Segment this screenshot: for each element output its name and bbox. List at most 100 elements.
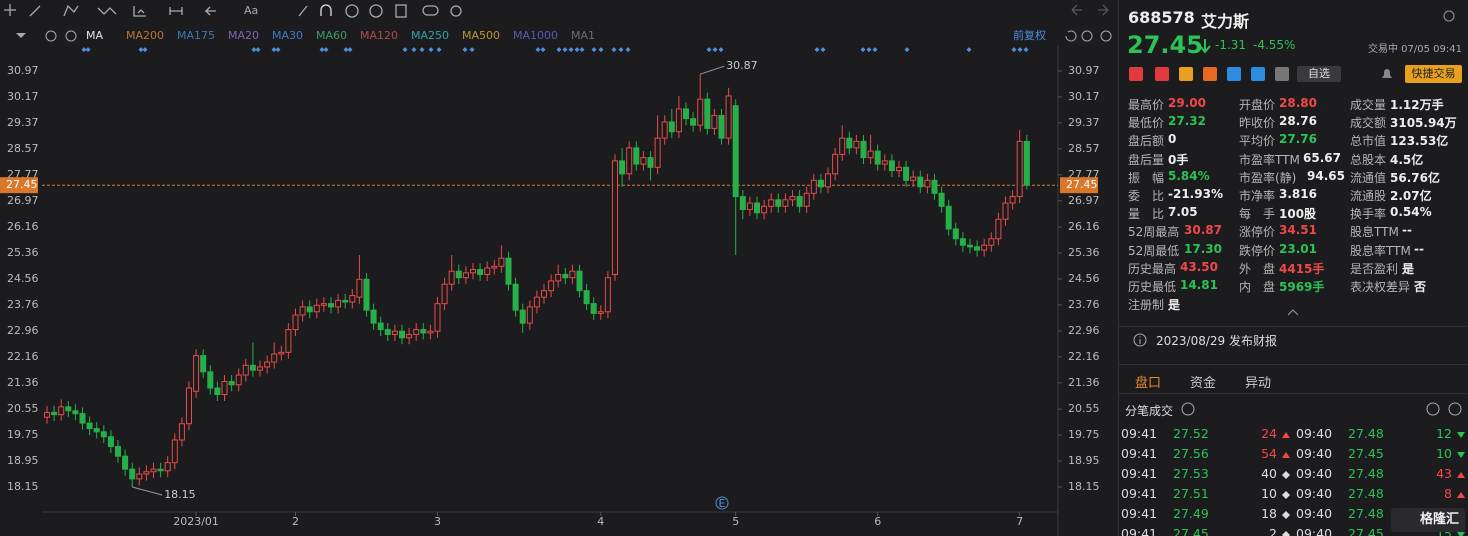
candle-body xyxy=(796,196,803,207)
y-tick-label: 24.56 xyxy=(7,272,39,285)
delete-tool[interactable] xyxy=(395,4,407,18)
candle-body xyxy=(683,108,689,120)
lock-tool[interactable] xyxy=(345,4,359,18)
event-marker xyxy=(860,47,866,53)
settings-tool[interactable] xyxy=(450,5,462,17)
candle-body xyxy=(583,290,590,305)
stat-value: 100股 xyxy=(1279,207,1317,222)
crosshair-tool[interactable] xyxy=(4,4,16,16)
event-marker xyxy=(411,47,417,53)
candle-body xyxy=(952,228,959,240)
trade-marker xyxy=(1282,531,1290,536)
event-marker xyxy=(718,47,724,53)
y-tick-label-right: 26.16 xyxy=(1068,220,1100,233)
settings-icon[interactable] xyxy=(1442,9,1456,23)
candle-body xyxy=(959,238,966,246)
alert-icon[interactable] xyxy=(1379,66,1395,82)
event-icon[interactable] xyxy=(715,496,729,510)
toggle-tool[interactable] xyxy=(422,5,439,16)
trade-time: 09:40 xyxy=(1296,466,1333,481)
quick-trade-button[interactable]: 快捷交易 xyxy=(1405,65,1462,83)
stat-label: 总市值 xyxy=(1350,134,1387,149)
collapse-stats[interactable] xyxy=(1287,308,1299,318)
measure-tool[interactable] xyxy=(169,7,183,15)
stat-value: -- xyxy=(1414,241,1424,256)
trade-volume: 54 xyxy=(1261,446,1277,461)
event-marker xyxy=(625,47,631,53)
collapse[interactable] xyxy=(16,33,26,38)
candle-body xyxy=(839,137,846,155)
candle-body xyxy=(931,179,938,194)
candle-body xyxy=(562,273,569,279)
trade-time: 09:41 xyxy=(1121,486,1158,501)
candle-body xyxy=(704,98,711,129)
trade-marker-shape xyxy=(1282,432,1290,438)
magnet-tool[interactable] xyxy=(320,4,332,16)
tab[interactable]: 资金 xyxy=(1190,376,1217,391)
zoom-in[interactable] xyxy=(1100,30,1112,42)
candle-body xyxy=(186,387,192,425)
back-tool[interactable] xyxy=(204,6,216,16)
trade-marker xyxy=(1282,511,1290,519)
stat-value: 123.53亿 xyxy=(1390,134,1449,149)
pen-tool[interactable] xyxy=(298,5,308,17)
stat-label: 52周最低 xyxy=(1128,243,1180,258)
candle-body xyxy=(65,406,72,412)
candle-body xyxy=(739,196,746,211)
ma-settings[interactable] xyxy=(45,30,57,42)
y-tick-label-right: 25.36 xyxy=(1068,246,1100,259)
candle-body xyxy=(512,283,519,311)
candle-body xyxy=(661,121,668,139)
line-tool[interactable] xyxy=(29,5,41,17)
event-marker xyxy=(814,47,820,53)
candle-body xyxy=(725,95,732,139)
candle-body xyxy=(626,147,633,175)
wave-tool[interactable] xyxy=(97,7,117,15)
chart-tool[interactable] xyxy=(133,6,146,17)
channel-tool[interactable] xyxy=(63,4,79,17)
redo[interactable] xyxy=(1098,4,1109,16)
candle-body xyxy=(107,436,114,447)
trade-price: 27.51 xyxy=(1173,486,1209,501)
candle-body xyxy=(477,269,484,275)
event-marker xyxy=(255,47,261,53)
candle-body xyxy=(93,428,100,433)
tab[interactable]: 异动 xyxy=(1245,376,1272,391)
adjust-mode[interactable]: 前复权 xyxy=(1013,28,1046,42)
ma-close[interactable] xyxy=(65,30,77,42)
event-marker xyxy=(535,47,541,53)
zoom-out[interactable] xyxy=(1081,30,1093,42)
text-tool[interactable]: Aa xyxy=(244,4,258,17)
x-tick-label: 6 xyxy=(874,515,881,528)
reset[interactable] xyxy=(1065,30,1077,42)
candle-body xyxy=(541,290,547,298)
high-leader xyxy=(700,65,725,75)
indicator-label: MA60 xyxy=(316,29,347,42)
hide-tool[interactable] xyxy=(369,4,383,18)
stat-label: 涨停价 xyxy=(1239,225,1276,240)
tab[interactable]: 盘口 xyxy=(1135,376,1162,391)
trade-marker-shape xyxy=(1457,532,1465,536)
candle-body xyxy=(44,411,50,418)
trade-price: 27.45 xyxy=(1348,446,1384,461)
y-tick-label: 28.57 xyxy=(7,142,39,155)
earnings-notice[interactable]: 2023/08/29 发布财报 xyxy=(1156,334,1277,348)
candle-body xyxy=(455,270,462,279)
candle-body xyxy=(242,364,249,376)
undo[interactable] xyxy=(1071,4,1082,16)
current-price-label: 27.45 xyxy=(6,178,38,191)
candle-body xyxy=(967,244,973,248)
event-marker xyxy=(820,47,826,53)
y-tick-label: 18.95 xyxy=(7,454,39,467)
stat-value: 否 xyxy=(1414,280,1427,294)
trade-time: 09:40 xyxy=(1296,426,1333,441)
feature-icons xyxy=(1129,67,1289,81)
candle-body xyxy=(576,270,583,292)
chart: Aa 前复权 E MA MA200 MA175 MA20 MA30 MA60 MA120 MA… xyxy=(0,4,1112,536)
trade-time: 09:41 xyxy=(1121,426,1158,441)
stat-label: 开盘价 xyxy=(1239,98,1276,112)
trade-price: 27.56 xyxy=(1173,446,1209,461)
trade-marker xyxy=(1457,452,1465,458)
trades-tools[interactable] xyxy=(1425,401,1465,417)
watch-button[interactable]: 自选 xyxy=(1297,66,1341,82)
